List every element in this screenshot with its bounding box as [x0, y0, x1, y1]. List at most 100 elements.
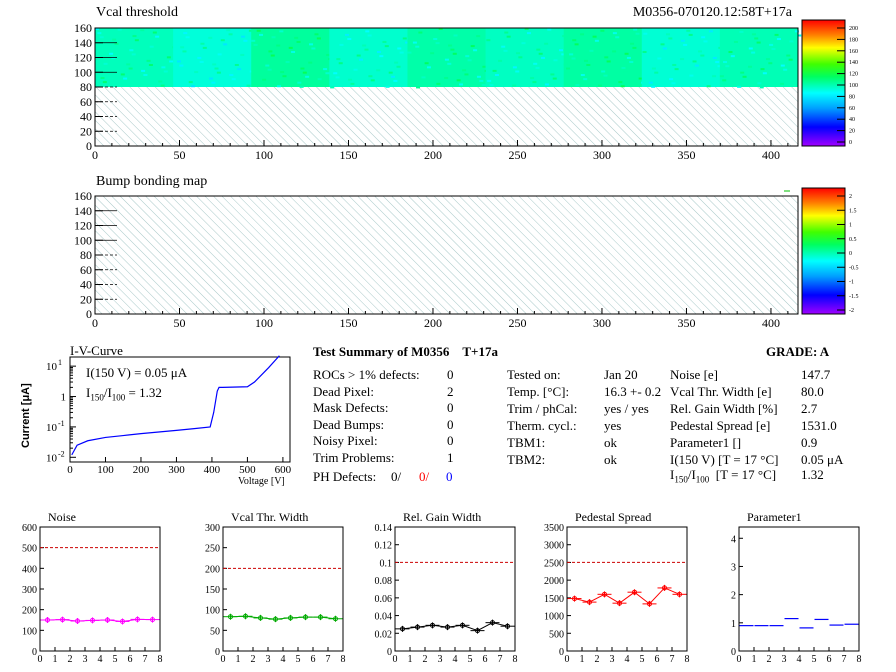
param-value: 147.7 [801, 367, 831, 382]
map-cell [765, 58, 770, 61]
y-tick-label: 120 [74, 219, 92, 233]
map-cell [780, 64, 785, 67]
y-tick-label: 100 [74, 65, 92, 79]
map-cell [359, 58, 364, 61]
map-cell [791, 44, 796, 47]
map-cell [518, 56, 523, 59]
map-cell [267, 68, 272, 71]
x-tick-label: 4 [797, 654, 802, 665]
map-cell [268, 50, 273, 53]
map-cell [141, 69, 146, 72]
map-cell [191, 66, 196, 69]
map-cell [692, 60, 697, 63]
map-cell [541, 38, 546, 41]
y-tick-label: 0.02 [375, 629, 393, 640]
map-cell [703, 40, 708, 43]
palette-tick-label: -1.5 [849, 294, 859, 300]
map-cell [148, 63, 153, 66]
map-cell [276, 44, 281, 47]
map-cell [256, 29, 261, 32]
map-cell [498, 59, 503, 62]
map-cell [114, 42, 119, 45]
map-cell [161, 66, 166, 69]
condition-label: Trim / phCal: [507, 401, 578, 416]
y-tick-label: 50 [210, 626, 220, 637]
y-tick-label: 2000 [544, 576, 564, 587]
map-cell [149, 45, 154, 48]
condition-label: Therm. cycl.: [507, 418, 577, 433]
map-cell [146, 59, 151, 62]
map-cell [665, 33, 670, 36]
defect-value: 0 [447, 400, 454, 415]
map-cell [668, 37, 673, 40]
map-cell [748, 65, 753, 68]
param-ratio-label: I150/I100 [T = 17 °C] [670, 467, 777, 485]
map-cell [415, 45, 420, 48]
defect-label: Dead Bumps: [313, 416, 385, 432]
map-cell [166, 56, 171, 59]
x-tick-label: 0 [221, 654, 226, 665]
map-cell [435, 42, 440, 45]
map-cell [339, 43, 344, 46]
map-cell [558, 49, 563, 52]
map-cell [555, 63, 560, 66]
map-cell [604, 56, 609, 59]
data-point [90, 617, 95, 623]
map-cell [291, 51, 296, 54]
map-cell [208, 36, 213, 39]
y-tick-label: 2 [731, 591, 736, 602]
data-point [105, 617, 110, 623]
map-cell [594, 39, 599, 42]
map-band [329, 28, 408, 87]
x-tick-label: 2 [423, 654, 428, 665]
map-cell [591, 53, 596, 56]
x-tick-label: 6 [827, 654, 832, 665]
map-cell [229, 74, 234, 77]
map-cell [194, 71, 199, 74]
map-cell [152, 49, 157, 52]
map-cell [700, 54, 705, 57]
map-cell [504, 31, 509, 34]
iv-curve-title: I-V-Curve [70, 343, 123, 358]
map-cell [672, 63, 677, 66]
map-cell [462, 69, 467, 72]
x-tick-label: 5 [640, 654, 645, 665]
x-tick-label: 150 [339, 148, 357, 162]
map-cell [638, 77, 643, 80]
map-cell [262, 78, 267, 81]
map-cell [708, 30, 713, 33]
map-cell [379, 55, 384, 58]
map-cell [311, 47, 316, 50]
map-cell [464, 73, 469, 76]
map-cell [630, 42, 635, 45]
map-cell [308, 61, 313, 64]
map-cell [314, 33, 319, 36]
x-tick-label: 4 [98, 654, 103, 665]
map-cell [341, 48, 346, 51]
x-tick-label: 50 [173, 148, 185, 162]
x-tick-label: 6 [128, 654, 133, 665]
map-cell [316, 37, 321, 40]
iv-y-tick-label: 1 [61, 392, 67, 404]
data-point [120, 618, 125, 624]
map-cell [663, 29, 668, 32]
grade-label: GRADE: A [766, 344, 830, 359]
palette-tick-label: -2 [849, 308, 854, 314]
map-cell [385, 85, 390, 88]
x-tick-label: 7 [498, 654, 503, 665]
map-cell [344, 33, 349, 36]
map-cell [541, 56, 546, 59]
y-tick-label: 0 [387, 647, 392, 658]
map-cell [338, 62, 343, 65]
param-label: Rel. Gain Width [%] [670, 401, 778, 416]
summary-plot-title: Pedestal Spread [575, 510, 651, 524]
data-point [475, 628, 480, 634]
map-cell [309, 43, 314, 46]
map-cell [226, 29, 231, 32]
y-tick-label: 500 [549, 629, 564, 640]
map-cell [330, 86, 335, 89]
map-cell [356, 54, 361, 57]
map-cell [137, 84, 142, 87]
x-tick-label: 5 [468, 654, 473, 665]
